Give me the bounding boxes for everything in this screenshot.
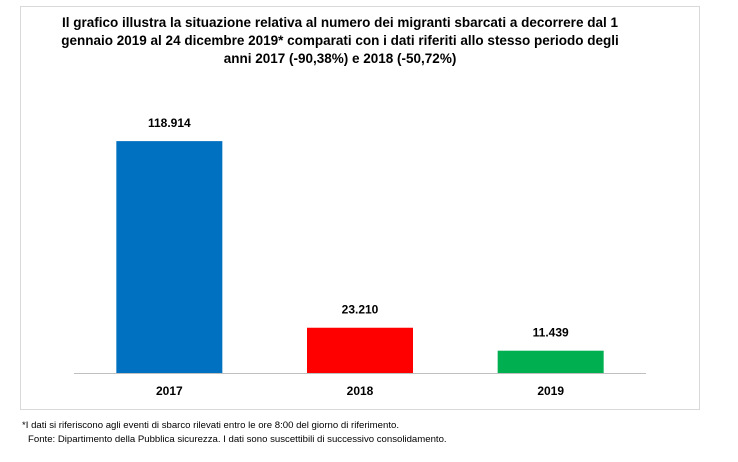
- data-label-2017: 118.914: [148, 116, 191, 130]
- x-tick-label-2019: 2019: [537, 384, 564, 398]
- bar-2017: [116, 141, 223, 373]
- footnote-note: *I dati si riferiscono agli eventi di sb…: [22, 420, 400, 431]
- chart-title-line: gennaio 2019 al 24 dicembre 2019* compar…: [61, 33, 619, 48]
- footnote-source: Fonte: Dipartimento della Pubblica sicur…: [28, 434, 447, 445]
- data-label-2019: 11.439: [533, 326, 569, 340]
- chart-title: Il grafico illustra la situazione relati…: [60, 14, 620, 68]
- chart-title-line: Il grafico illustra la situazione relati…: [62, 15, 618, 30]
- x-tick-label-2018: 2018: [347, 384, 374, 398]
- data-label-2018: 23.210: [342, 303, 379, 317]
- chart-title-line: anni 2017 (-90,38%) e 2018 (-50,72%): [223, 51, 457, 66]
- bar-2019: [497, 350, 604, 373]
- x-tick-label-2017: 2017: [156, 384, 183, 398]
- bar-2018: [307, 327, 413, 373]
